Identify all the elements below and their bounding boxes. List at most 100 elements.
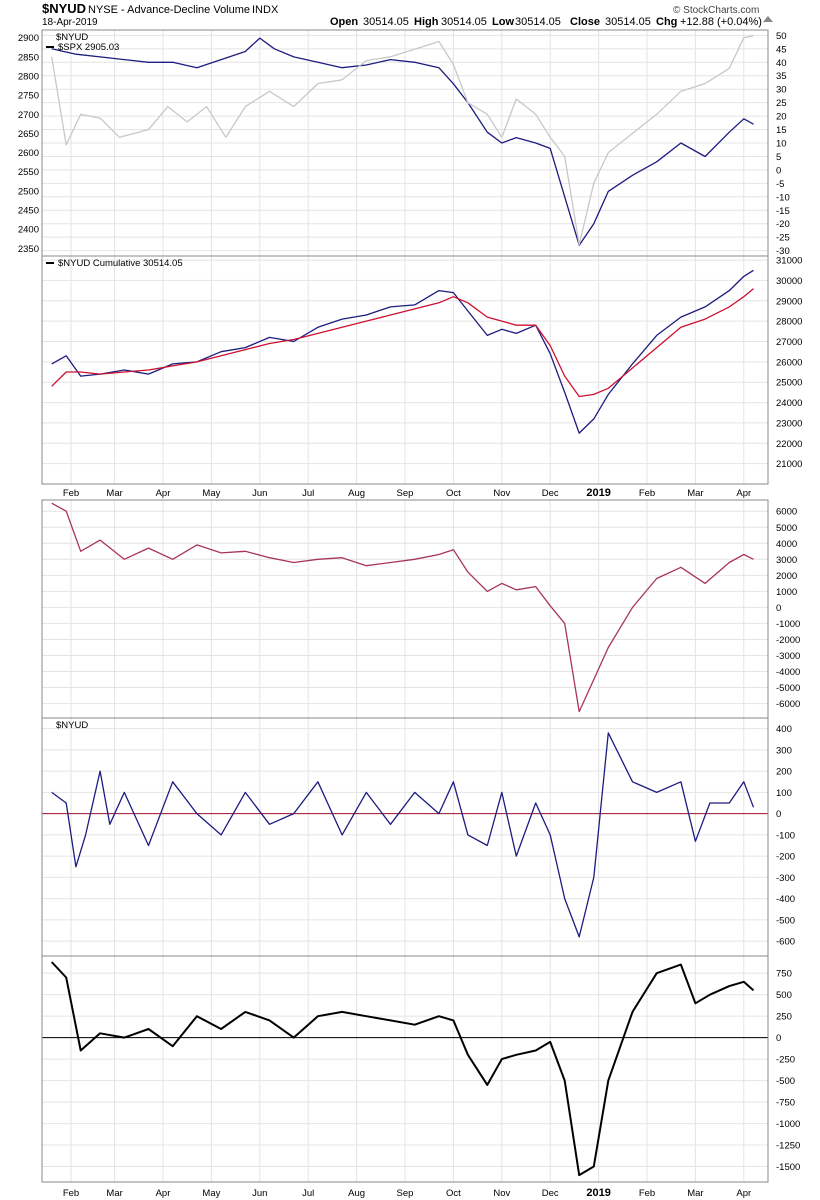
y-tick-label-right: 400 bbox=[776, 724, 792, 735]
x-tick-label: Feb bbox=[63, 488, 79, 499]
series-line bbox=[51, 269, 754, 434]
chg-label: Chg bbox=[656, 16, 677, 28]
y-tick-label-right: 25000 bbox=[776, 378, 802, 389]
high-value: 30514.05 bbox=[441, 16, 487, 28]
y-tick-label-right: -300 bbox=[776, 873, 795, 884]
y-tick-label-right: 24000 bbox=[776, 398, 802, 409]
series-line bbox=[51, 732, 755, 938]
y-tick-label-right: 3000 bbox=[776, 555, 797, 566]
y-tick-label-right: 20 bbox=[776, 112, 787, 123]
x-tick-label: Jul bbox=[302, 1188, 314, 1199]
y-tick-label-left: 2750 bbox=[18, 91, 39, 102]
y-tick-label-right: -600 bbox=[776, 937, 795, 948]
x-tick-label: Oct bbox=[446, 488, 461, 499]
y-tick-label-right: -20 bbox=[776, 219, 790, 230]
chg-value: +12.88 (+0.04%) bbox=[680, 16, 762, 28]
y-tick-label-right: 750 bbox=[776, 969, 792, 980]
x-tick-label: Sep bbox=[397, 488, 414, 499]
y-tick-label-right: -10 bbox=[776, 192, 790, 203]
x-tick-label: Jun bbox=[252, 1188, 267, 1199]
y-tick-label-right: 26000 bbox=[776, 357, 802, 368]
y-tick-label-right: 40 bbox=[776, 58, 787, 69]
x-tick-label: May bbox=[202, 1188, 220, 1199]
x-tick-label: Feb bbox=[639, 1188, 655, 1199]
y-tick-label-right: 30000 bbox=[776, 276, 802, 287]
y-tick-label-right: 15 bbox=[776, 125, 787, 136]
y-tick-label-right: 0 bbox=[776, 809, 781, 820]
x-tick-label: Mar bbox=[687, 488, 703, 499]
y-tick-label-right: 23000 bbox=[776, 418, 802, 429]
series-line bbox=[50, 961, 755, 1177]
y-tick-label-right: -4000 bbox=[776, 667, 800, 678]
y-tick-label-right: 28000 bbox=[776, 317, 802, 328]
x-tick-label: Apr bbox=[736, 488, 751, 499]
close-value: 30514.05 bbox=[605, 16, 651, 28]
legend-entry: $NYUD bbox=[56, 720, 88, 731]
y-tick-label-right: 0 bbox=[776, 165, 781, 176]
y-tick-label-right: 300 bbox=[776, 745, 792, 756]
y-tick-label-right: -500 bbox=[776, 915, 795, 926]
close-label: Close bbox=[570, 16, 600, 28]
y-tick-label-right: -1250 bbox=[776, 1141, 800, 1152]
y-tick-label-right: 21000 bbox=[776, 459, 802, 470]
open-value: 30514.05 bbox=[363, 16, 409, 28]
y-tick-label-right: -100 bbox=[776, 830, 795, 841]
y-tick-label-right: -6000 bbox=[776, 699, 800, 710]
y-tick-label-left: 2900 bbox=[18, 33, 39, 44]
y-tick-label-right: -500 bbox=[776, 1076, 795, 1087]
low-label: Low bbox=[492, 16, 514, 28]
x-tick-label: Aug bbox=[348, 488, 365, 499]
x-tick-label: Jun bbox=[252, 488, 267, 499]
symbol-description: NYSE - Advance-Decline Volume bbox=[88, 4, 250, 16]
y-tick-label-left: 2350 bbox=[18, 244, 39, 255]
y-tick-label-right: -250 bbox=[776, 1055, 795, 1066]
y-tick-label-right: 200 bbox=[776, 767, 792, 778]
y-tick-label-right: 10 bbox=[776, 139, 787, 150]
y-tick-label-right: -750 bbox=[776, 1098, 795, 1109]
y-tick-label-right: 500 bbox=[776, 990, 792, 1001]
symbol-label: $NYUD bbox=[42, 1, 86, 16]
y-tick-label-right: 31000 bbox=[776, 256, 802, 267]
y-tick-label-right: 22000 bbox=[776, 439, 802, 450]
y-tick-label-left: 2550 bbox=[18, 167, 39, 178]
y-tick-label-right: -1000 bbox=[776, 619, 800, 630]
x-tick-label: Aug bbox=[348, 1188, 365, 1199]
x-tick-label: 2019 bbox=[586, 487, 610, 499]
x-tick-label: Mar bbox=[106, 488, 122, 499]
x-tick-label: Apr bbox=[156, 488, 171, 499]
x-tick-label: May bbox=[202, 488, 220, 499]
y-tick-label-right: -200 bbox=[776, 852, 795, 863]
series-line bbox=[51, 288, 754, 398]
y-tick-label-right: 6000 bbox=[776, 507, 797, 518]
y-tick-label-right: -3000 bbox=[776, 651, 800, 662]
y-tick-label-right: -30 bbox=[776, 246, 790, 257]
x-tick-label: Dec bbox=[542, 1188, 559, 1199]
legend-entry: $NYUD Cumulative 30514.05 bbox=[58, 258, 183, 269]
credit-label: © StockCharts.com bbox=[673, 5, 759, 16]
legend-entry: $SPX 2905.03 bbox=[58, 42, 119, 53]
x-tick-label: Jul bbox=[302, 488, 314, 499]
y-tick-label-right: -2000 bbox=[776, 635, 800, 646]
x-tick-label: Sep bbox=[397, 1188, 414, 1199]
y-tick-label-right: -1000 bbox=[776, 1119, 800, 1130]
y-tick-label-right: -400 bbox=[776, 894, 795, 905]
legend-entry: $NYUD bbox=[56, 32, 88, 43]
panel-frame bbox=[41, 955, 769, 1183]
y-tick-label-left: 2600 bbox=[18, 148, 39, 159]
y-tick-label-left: 2650 bbox=[18, 129, 39, 140]
collapse-icon[interactable] bbox=[763, 16, 773, 22]
y-tick-label-right: 5000 bbox=[776, 523, 797, 534]
y-tick-label-right: -25 bbox=[776, 233, 790, 244]
y-tick-label-left: 2850 bbox=[18, 52, 39, 63]
x-tick-label: Oct bbox=[446, 1188, 461, 1199]
y-tick-label-right: 2000 bbox=[776, 571, 797, 582]
y-tick-label-left: 2450 bbox=[18, 206, 39, 217]
date-label: 18-Apr-2019 bbox=[42, 17, 98, 28]
panel-frame bbox=[41, 255, 769, 485]
y-tick-label-right: -5000 bbox=[776, 683, 800, 694]
x-tick-label: Nov bbox=[493, 1188, 510, 1199]
x-tick-label: Feb bbox=[639, 488, 655, 499]
y-tick-label-right: 4000 bbox=[776, 539, 797, 550]
y-tick-label-right: 0 bbox=[776, 1033, 781, 1044]
